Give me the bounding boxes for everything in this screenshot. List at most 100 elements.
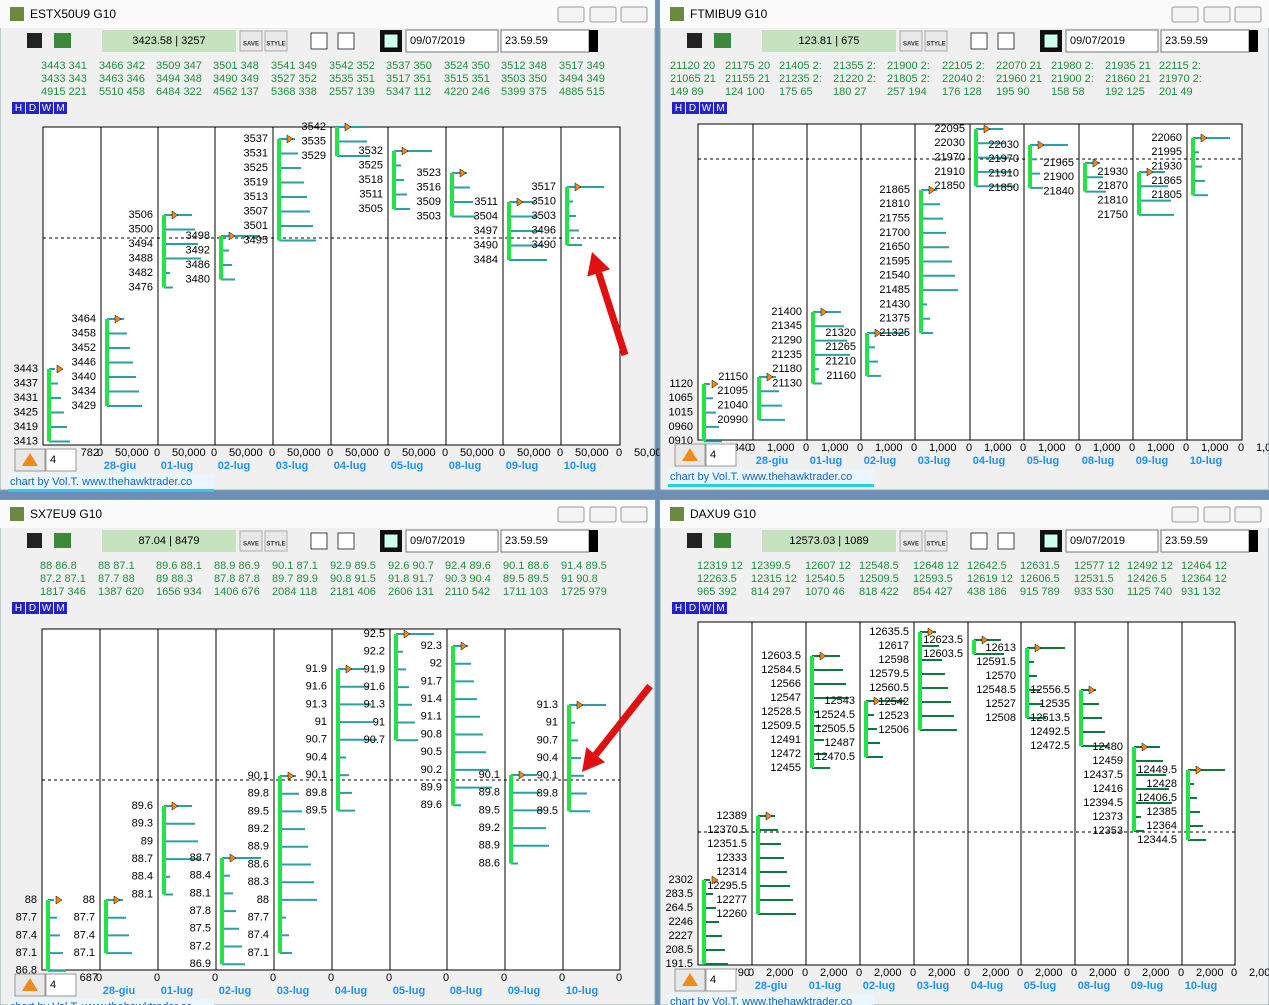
save-icon[interactable]	[687, 33, 702, 48]
stat-text: 87.2 87.1	[40, 573, 86, 585]
date-field[interactable]	[405, 29, 499, 53]
maximize-button[interactable]	[1203, 6, 1231, 23]
price-label: 3490	[532, 239, 556, 251]
save-icon[interactable]	[27, 533, 42, 548]
toolbar-button[interactable]	[899, 30, 923, 52]
period-field[interactable]	[705, 443, 737, 467]
close-button[interactable]	[1234, 6, 1262, 23]
range-bar	[162, 806, 166, 895]
stat-text: 12619 12	[967, 573, 1013, 585]
price-label: 3446	[72, 356, 96, 368]
date-field[interactable]	[1065, 29, 1159, 53]
close-button[interactable]	[620, 506, 648, 523]
marker	[766, 372, 774, 382]
stat-text: 89 88.3	[156, 573, 193, 585]
chart-icon[interactable]	[714, 33, 731, 48]
maximize-button[interactable]	[589, 506, 617, 523]
marker	[1146, 167, 1154, 177]
timeframe-button[interactable]	[700, 602, 713, 614]
volume-tick-label: 0	[327, 447, 333, 459]
save-icon[interactable]	[27, 33, 42, 48]
date-field[interactable]	[405, 529, 499, 553]
bars-icon[interactable]	[310, 32, 328, 50]
stat-text: 21235 2:	[779, 73, 822, 85]
price-label: 3537	[244, 133, 268, 145]
bars-icon[interactable]	[337, 532, 355, 550]
timeframe-button[interactable]	[26, 602, 39, 614]
chart-icon[interactable]	[54, 33, 71, 48]
marker	[401, 146, 409, 156]
minimize-button[interactable]	[557, 6, 585, 23]
bars-icon[interactable]	[970, 32, 988, 50]
bars-icon[interactable]	[310, 532, 328, 550]
timeframe-button[interactable]	[12, 102, 25, 114]
timeframe-button[interactable]	[686, 602, 699, 614]
bars-icon[interactable]	[997, 532, 1015, 550]
date-label: 05-lug	[1027, 455, 1059, 467]
range-bar	[162, 215, 166, 288]
toolbar-button[interactable]	[924, 530, 948, 552]
maximize-button[interactable]	[589, 6, 617, 23]
bars-icon[interactable]	[970, 532, 988, 550]
timeframe-button[interactable]	[54, 102, 67, 114]
price-label: 12513.5	[1030, 712, 1070, 724]
range-bar	[972, 640, 976, 654]
toolbar-button[interactable]	[924, 30, 948, 52]
price-label: 21870	[1097, 180, 1128, 192]
close-button[interactable]	[1234, 506, 1262, 523]
stat-text: 21120 20	[670, 60, 715, 72]
marker	[460, 641, 468, 651]
stat-text: 90.1 87.1	[272, 560, 318, 572]
timeframe-button[interactable]	[26, 102, 39, 114]
maximize-button[interactable]	[1203, 506, 1231, 523]
price-box-text: 123.81 | 675	[799, 35, 860, 47]
timeframe-button[interactable]	[672, 602, 685, 614]
price-label: 3484	[474, 254, 498, 266]
chart-icon[interactable]	[714, 533, 731, 548]
toolbar-button[interactable]	[264, 30, 288, 52]
marker	[516, 197, 524, 207]
bars-icon[interactable]	[997, 32, 1015, 50]
close-button[interactable]	[620, 6, 648, 23]
date-label: 08-lug	[450, 985, 482, 997]
timeframe-button[interactable]	[714, 602, 727, 614]
timeframe-button[interactable]	[54, 602, 67, 614]
timeframe-button[interactable]	[672, 102, 685, 114]
price-label: 90.1	[479, 769, 500, 781]
minimize-button[interactable]	[557, 506, 585, 523]
price-label: 21970	[934, 152, 965, 164]
date-field[interactable]	[1065, 529, 1159, 553]
app-icon	[670, 7, 684, 21]
timeframe-button[interactable]	[714, 102, 727, 114]
stat-text: 124 100	[725, 86, 765, 98]
period-field[interactable]	[45, 973, 77, 997]
toolbar-button[interactable]	[239, 30, 263, 52]
price-label: 3440	[72, 371, 96, 383]
price-label: 12509.5	[761, 720, 801, 732]
timeframe-button[interactable]	[40, 602, 53, 614]
chart-icon[interactable]	[54, 533, 71, 548]
volume-tick-label: 1,000	[767, 442, 795, 454]
timeframe-button[interactable]	[700, 102, 713, 114]
minimize-button[interactable]	[1171, 6, 1199, 23]
stat-text: 3509 347	[156, 60, 202, 72]
toolbar-button[interactable]	[899, 530, 923, 552]
timeframe-button[interactable]	[40, 102, 53, 114]
timeframe-button[interactable]	[686, 102, 699, 114]
price-label: 3496	[532, 224, 556, 236]
price-label: 88.7	[132, 853, 153, 865]
price-label: 90.7	[306, 734, 327, 746]
price-label: 91.6	[306, 681, 327, 693]
timeframe-button[interactable]	[12, 602, 25, 614]
date-label: 02-lug	[219, 985, 251, 997]
minimize-button[interactable]	[1171, 506, 1199, 523]
marker	[286, 134, 294, 144]
toolbar-button[interactable]	[239, 530, 263, 552]
price-label: 3443	[14, 363, 38, 375]
bars-icon[interactable]	[337, 32, 355, 50]
save-icon[interactable]	[687, 533, 702, 548]
toolbar-button[interactable]	[264, 530, 288, 552]
period-field[interactable]	[45, 448, 77, 472]
range-bar	[1083, 163, 1087, 192]
period-field[interactable]	[705, 968, 737, 992]
